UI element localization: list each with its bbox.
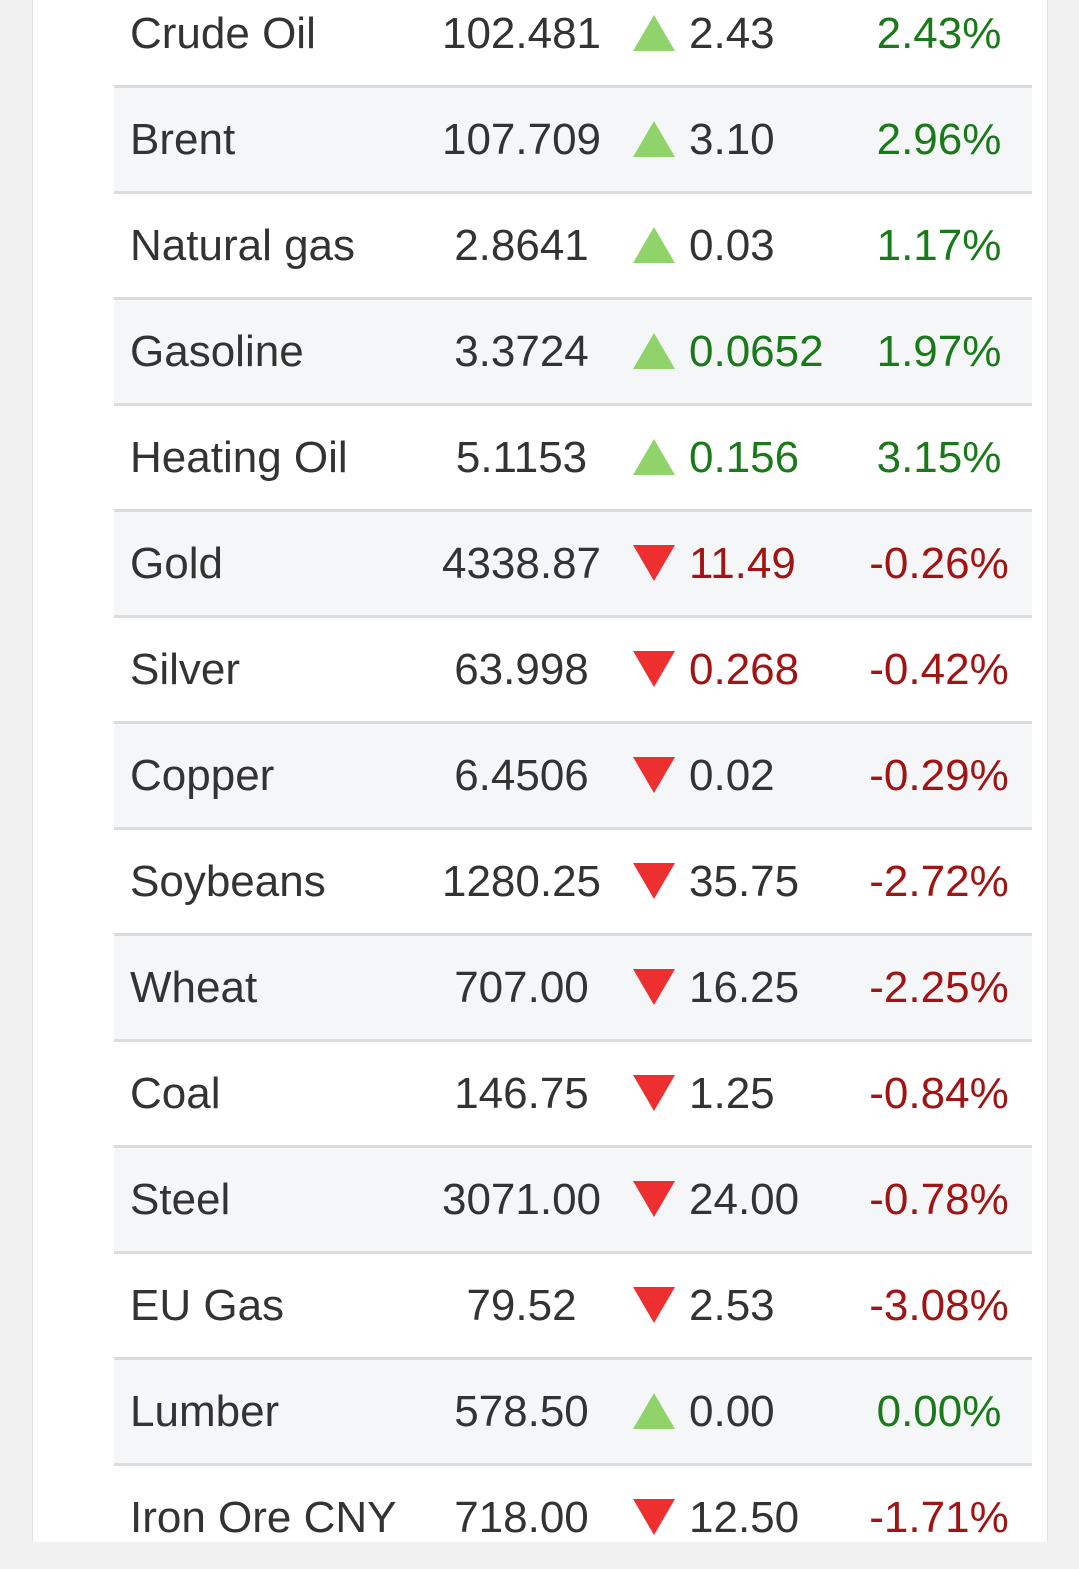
commodity-change: 0.00 bbox=[689, 1387, 775, 1436]
commodity-price: 4338.87 bbox=[441, 539, 602, 588]
commodity-row[interactable]: Steel 3071.00 24.00 -0.78% bbox=[114, 1148, 1032, 1254]
commodity-change: 0.156 bbox=[689, 433, 800, 482]
content-panel: Crude Oil 102.481 2.43 2.43% Brent 107.709 3.1… bbox=[32, 0, 1048, 1542]
commodity-name: Lumber bbox=[130, 1387, 280, 1436]
commodity-row[interactable]: Wheat 707.00 16.25 -2.25% bbox=[114, 936, 1032, 1042]
triangle-down-icon bbox=[632, 1042, 678, 1145]
commodity-percent-change: -3.08% bbox=[869, 1281, 1009, 1330]
commodity-percent-change: -2.72% bbox=[869, 857, 1009, 906]
commodity-percent-change: -0.42% bbox=[869, 645, 1009, 694]
commodity-percent-change: 2.96% bbox=[876, 115, 1002, 164]
commodity-row[interactable]: Crude Oil 102.481 2.43 2.43% bbox=[114, 0, 1032, 88]
commodity-price: 79.52 bbox=[466, 1281, 577, 1330]
commodity-name: Soybeans bbox=[130, 857, 326, 906]
commodity-price: 107.709 bbox=[441, 115, 602, 164]
commodity-price: 3071.00 bbox=[441, 1175, 602, 1224]
commodity-price: 102.481 bbox=[441, 9, 602, 58]
triangle-down-icon bbox=[632, 1148, 678, 1251]
triangle-up-icon bbox=[632, 300, 678, 403]
commodity-price: 3.3724 bbox=[454, 327, 589, 376]
commodity-percent-change: -0.84% bbox=[869, 1069, 1009, 1118]
commodity-row[interactable]: EU Gas 79.52 2.53 -3.08% bbox=[114, 1254, 1032, 1360]
triangle-down-icon bbox=[632, 512, 678, 615]
triangle-down-icon bbox=[632, 618, 678, 721]
commodity-percent-change: 0.00% bbox=[876, 1387, 1002, 1436]
commodity-name: Heating Oil bbox=[130, 433, 348, 482]
commodity-change: 35.75 bbox=[689, 857, 800, 906]
commodity-name: Gasoline bbox=[130, 327, 304, 376]
commodity-row[interactable]: Brent 107.709 3.10 2.96% bbox=[114, 88, 1032, 194]
commodity-name: Brent bbox=[130, 115, 236, 164]
commodity-name: Wheat bbox=[130, 963, 258, 1012]
commodity-price: 2.8641 bbox=[454, 221, 589, 270]
commodity-change: 24.00 bbox=[689, 1175, 800, 1224]
triangle-down-icon bbox=[632, 724, 678, 827]
commodity-price: 578.50 bbox=[454, 1387, 589, 1436]
commodity-row[interactable]: Natural gas 2.8641 0.03 1.17% bbox=[114, 194, 1032, 300]
triangle-down-icon bbox=[632, 830, 678, 933]
commodity-price: 707.00 bbox=[454, 963, 589, 1012]
commodity-price: 718.00 bbox=[454, 1493, 589, 1542]
triangle-up-icon bbox=[632, 0, 678, 85]
commodity-row[interactable]: Coal 146.75 1.25 -0.84% bbox=[114, 1042, 1032, 1148]
commodity-price: 6.4506 bbox=[454, 751, 589, 800]
commodity-name: Iron Ore CNY bbox=[130, 1493, 397, 1542]
commodity-change: 16.25 bbox=[689, 963, 800, 1012]
triangle-down-icon bbox=[632, 1466, 678, 1569]
commodities-table: Crude Oil 102.481 2.43 2.43% Brent 107.709 3.1… bbox=[114, 0, 1032, 1569]
commodity-row[interactable]: Lumber 578.50 0.00 0.00% bbox=[114, 1360, 1032, 1466]
commodity-row[interactable]: Silver 63.998 0.268 -0.42% bbox=[114, 618, 1032, 724]
commodity-row[interactable]: Copper 6.4506 0.02 -0.29% bbox=[114, 724, 1032, 830]
commodity-percent-change: 3.15% bbox=[876, 433, 1002, 482]
commodity-row[interactable]: Soybeans 1280.25 35.75 -2.72% bbox=[114, 830, 1032, 936]
commodity-price: 5.1153 bbox=[455, 433, 588, 482]
commodity-name: Crude Oil bbox=[130, 9, 316, 58]
commodity-change: 2.53 bbox=[689, 1281, 775, 1330]
commodity-row[interactable]: Gold 4338.87 11.49 -0.26% bbox=[114, 512, 1032, 618]
commodity-percent-change: -1.71% bbox=[869, 1493, 1009, 1542]
commodity-name: Steel bbox=[130, 1175, 231, 1224]
commodity-change: 12.50 bbox=[689, 1493, 800, 1542]
commodity-row[interactable]: Heating Oil 5.1153 0.156 3.15% bbox=[114, 406, 1032, 512]
commodity-name: Silver bbox=[130, 645, 241, 694]
commodity-change: 0.0652 bbox=[689, 327, 824, 376]
triangle-down-icon bbox=[632, 1254, 678, 1357]
commodity-percent-change: 2.43% bbox=[876, 9, 1002, 58]
triangle-up-icon bbox=[632, 406, 678, 509]
commodity-change: 1.25 bbox=[689, 1069, 775, 1118]
commodity-name: Gold bbox=[130, 539, 223, 588]
commodity-percent-change: -2.25% bbox=[869, 963, 1009, 1012]
commodity-row[interactable]: Gasoline 3.3724 0.0652 1.97% bbox=[114, 300, 1032, 406]
commodity-row[interactable]: Iron Ore CNY 718.00 12.50 -1.71% bbox=[114, 1466, 1032, 1569]
triangle-up-icon bbox=[632, 88, 678, 191]
commodity-change: 0.268 bbox=[689, 645, 800, 694]
commodity-name: EU Gas bbox=[130, 1281, 285, 1330]
commodity-price: 146.75 bbox=[454, 1069, 589, 1118]
commodity-name: Coal bbox=[130, 1069, 221, 1118]
commodity-percent-change: 1.17% bbox=[876, 221, 1002, 270]
triangle-down-icon bbox=[632, 936, 678, 1039]
commodity-name: Natural gas bbox=[130, 221, 356, 270]
commodity-price: 1280.25 bbox=[441, 857, 602, 906]
commodity-percent-change: 1.97% bbox=[876, 327, 1002, 376]
triangle-up-icon bbox=[632, 1360, 678, 1463]
commodity-price: 63.998 bbox=[454, 645, 589, 694]
commodity-percent-change: -0.29% bbox=[869, 751, 1009, 800]
commodity-change: 0.02 bbox=[689, 751, 775, 800]
commodity-percent-change: -0.26% bbox=[869, 539, 1009, 588]
triangle-up-icon bbox=[632, 194, 678, 297]
commodity-change: 0.03 bbox=[689, 221, 775, 270]
commodity-change: 3.10 bbox=[689, 115, 775, 164]
commodity-percent-change: -0.78% bbox=[869, 1175, 1009, 1224]
commodity-change: 11.49 bbox=[689, 539, 796, 588]
commodity-change: 2.43 bbox=[689, 9, 775, 58]
commodity-name: Copper bbox=[130, 751, 275, 800]
